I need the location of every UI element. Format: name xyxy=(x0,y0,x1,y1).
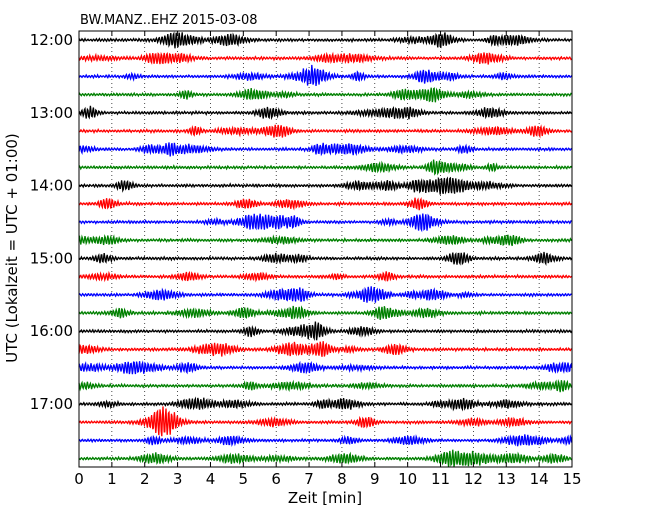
x-tick-label: 4 xyxy=(206,470,216,488)
seismic-trace xyxy=(78,396,573,412)
seismic-trace xyxy=(78,142,573,157)
x-tick-label: 8 xyxy=(337,470,347,488)
y-tick-label: 13:00 xyxy=(30,104,73,122)
x-tick-label: 11 xyxy=(431,470,450,488)
seismic-trace xyxy=(78,449,572,468)
y-tick-label: 14:00 xyxy=(30,177,73,195)
seismic-trace xyxy=(78,87,573,103)
x-tick-label: 1 xyxy=(107,470,117,488)
seismic-trace xyxy=(78,286,572,303)
x-axis: 0 1 2 3 4 5 6 7 8 9 10 11 12 13 14 15 xyxy=(74,31,582,488)
seismic-trace xyxy=(78,213,572,233)
seismic-trace xyxy=(78,305,573,320)
y-tick-label: 15:00 xyxy=(30,249,73,267)
seismic-trace xyxy=(78,124,573,139)
grid xyxy=(111,31,540,467)
x-tick-label: 0 xyxy=(74,470,84,488)
x-tick-label: 15 xyxy=(562,470,581,488)
y-tick-label: 16:00 xyxy=(30,322,73,340)
seismic-trace xyxy=(78,105,573,121)
x-tick-label: 7 xyxy=(304,470,314,488)
seismic-trace xyxy=(78,64,573,87)
x-tick-label: 3 xyxy=(173,470,183,488)
x-tick-label: 5 xyxy=(239,470,249,488)
seismic-trace xyxy=(78,196,573,211)
seismic-trace xyxy=(78,434,573,447)
y-axis-label: UTC (Lokalzeit = UTC + 01:00) xyxy=(3,133,21,363)
x-tick-label: 12 xyxy=(464,470,483,488)
y-tick-label: 12:00 xyxy=(30,31,73,49)
x-tick-label: 9 xyxy=(370,470,380,488)
seismic-trace xyxy=(78,321,573,341)
x-tick-label: 13 xyxy=(497,470,516,488)
seismic-trace xyxy=(78,176,572,195)
traces xyxy=(78,31,573,468)
x-axis-label: Zeit [min] xyxy=(288,489,362,507)
y-tick-label: 17:00 xyxy=(30,395,73,413)
seismic-trace xyxy=(78,251,573,266)
seismic-trace xyxy=(78,159,573,176)
x-tick-label: 6 xyxy=(271,470,281,488)
x-tick-label: 10 xyxy=(398,470,417,488)
seismic-trace xyxy=(78,31,573,49)
seismic-trace xyxy=(78,406,573,437)
seismic-trace xyxy=(78,51,573,65)
seismic-trace xyxy=(78,378,573,393)
seismic-trace xyxy=(78,360,573,375)
x-tick-label: 2 xyxy=(140,470,150,488)
x-tick-label: 14 xyxy=(530,470,549,488)
y-axis: 12:00 13:00 14:00 15:00 16:00 17:00 xyxy=(30,31,572,413)
seismic-trace xyxy=(78,270,573,283)
plot-frame xyxy=(78,30,573,468)
chart-title: BW.MANZ..EHZ 2015-03-08 xyxy=(80,13,258,28)
seismic-trace xyxy=(78,234,573,247)
seismic-trace xyxy=(78,341,573,357)
